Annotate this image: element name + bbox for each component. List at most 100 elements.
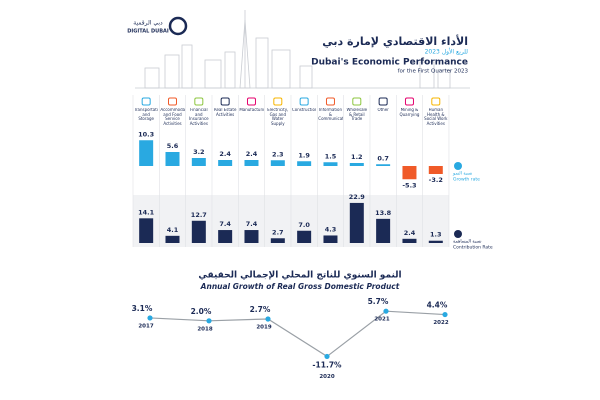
value-label: 1.2 (351, 153, 363, 161)
sector-icon (431, 97, 441, 106)
gdp-point (383, 308, 389, 314)
gdp-point (324, 353, 330, 360)
sector-label: Manufacturing (239, 108, 264, 112)
sector-label: Human Health & Social Work Activities (424, 108, 448, 126)
gdp-value-label: -11.7% (312, 360, 342, 369)
bar (139, 218, 154, 243)
sector-icon (194, 97, 204, 106)
line-title-ar: النمو السنوي للناتج المحلي الإجمالي الحق… (198, 271, 401, 281)
value-label: 7.0 (298, 221, 310, 229)
sector-label-box: Other (377, 108, 388, 112)
title-ar: الأداء الاقتصادي لإمارة دبي (322, 34, 468, 48)
sector-label: Accommodation and Food Service Activitie… (160, 108, 185, 126)
sector-icon (167, 97, 177, 106)
bar (297, 161, 312, 166)
bar (191, 158, 206, 166)
bar (191, 220, 206, 243)
value-label: 3.2 (193, 148, 205, 156)
sector-label-box: Electricity, Gas and Water Supply (267, 108, 288, 126)
year-label: 2019 (256, 324, 271, 330)
bar (218, 160, 233, 166)
bar (428, 166, 443, 174)
sector-label-box: Accommodation and Food Service Activitie… (160, 108, 185, 126)
sector-label-box: Mining & Quarrying (399, 108, 420, 117)
bar (349, 163, 364, 166)
bar (428, 240, 443, 243)
value-label: 4.3 (325, 225, 337, 233)
gdp-point (442, 311, 448, 318)
value-label: 2.4 (404, 229, 416, 237)
gdp-value-label: 2.0% (191, 307, 212, 316)
value-label: 13.8 (375, 209, 392, 217)
series-icon (454, 230, 462, 238)
value-label: 1.3 (430, 231, 442, 239)
sector-label-box: Real Estate Activities (213, 108, 237, 117)
sector-icon (220, 97, 230, 106)
value-label: 7.4 (219, 220, 231, 228)
value-label: 1.5 (325, 152, 337, 160)
bar (270, 160, 285, 166)
gdp-value-label: 5.7% (368, 297, 389, 306)
bar (376, 164, 391, 166)
year-label: 2020 (319, 374, 334, 380)
sector-label: Financial and Insurance Activities (189, 108, 209, 126)
year-label: 2021 (374, 317, 389, 323)
sector-icon (246, 97, 256, 106)
value-label: 0.7 (377, 154, 389, 162)
year-label: 2017 (138, 323, 153, 329)
value-label: 4.1 (167, 226, 179, 234)
bar (244, 160, 259, 166)
value-label: 12.7 (191, 211, 207, 219)
title-en: Dubai's Economic Performance (311, 58, 468, 68)
series-label: Growth rate (453, 177, 480, 183)
value-label: 7.4 (246, 220, 258, 228)
bar (165, 152, 180, 166)
sector-icon (404, 97, 414, 106)
sector-icon (141, 97, 151, 106)
value-label: 5.6 (167, 142, 179, 150)
sector-icon (325, 97, 335, 106)
gdp-point (206, 318, 212, 324)
subtitle-ar: للربع الأول 2023 (425, 48, 469, 56)
sector-label: Real Estate Activities (213, 108, 237, 117)
gdp-value-label: 3.1% (132, 304, 153, 313)
bar (244, 230, 259, 243)
value-label: 2.4 (246, 150, 258, 158)
value-label: 22.9 (349, 193, 366, 201)
series-label: Contribution Rate (453, 245, 493, 251)
sector-label-box: Information & Communication (318, 108, 343, 122)
value-label: 2.3 (272, 150, 284, 158)
sector-label: Mining & Quarrying (399, 108, 420, 117)
sector-label-box: Transportation and Storage (134, 108, 158, 122)
year-label: 2022 (433, 320, 448, 326)
sector-icon (299, 97, 309, 106)
value-label: 14.1 (138, 208, 155, 216)
sector-label: Information & Communication (318, 108, 343, 122)
sector-icon (273, 97, 283, 106)
gdp-line (149, 310, 446, 358)
bar (376, 218, 391, 243)
gdp-value-label: 4.4% (427, 301, 448, 310)
sector-label: Transportation and Storage (134, 108, 158, 122)
sector-icon (352, 97, 362, 106)
value-label: 1.9 (298, 151, 310, 159)
bar (323, 162, 338, 166)
logo-mark (168, 16, 188, 36)
value-label: 10.3 (138, 130, 154, 138)
bar (323, 235, 338, 243)
gdp-point (265, 316, 271, 322)
value-label: -5.3 (402, 181, 416, 189)
bar (297, 230, 312, 243)
value-label: 2.7 (272, 228, 284, 236)
gdp-value-label: 2.7% (250, 305, 271, 314)
bar (165, 235, 180, 243)
bar (270, 238, 285, 243)
sector-label-box: Human Health & Social Work Activities (424, 108, 448, 126)
value-label: 2.4 (219, 150, 231, 158)
series-icon (454, 162, 462, 170)
skyline (135, 10, 470, 89)
logo-ar: دبي الرقمية (133, 20, 163, 27)
sector-label-box: Construction (292, 108, 316, 112)
sector-label-box: Manufacturing (239, 108, 264, 112)
line-title: Annual Growth of Real Gross Domestic Pro… (200, 282, 400, 291)
